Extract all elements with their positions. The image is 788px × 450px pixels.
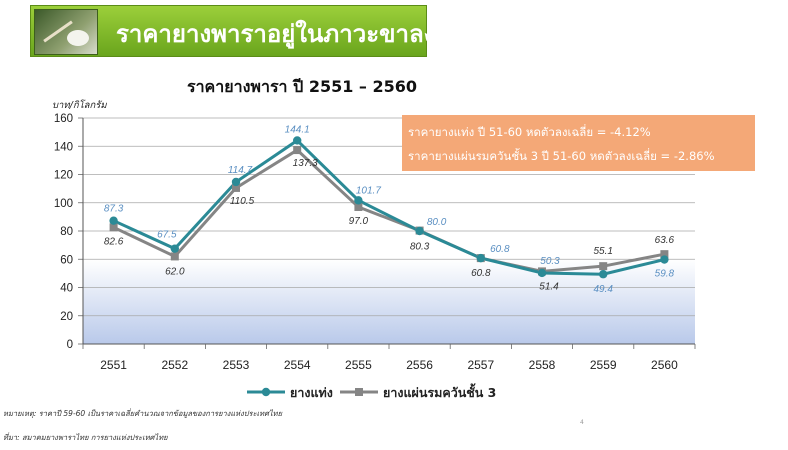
data-label-smoked-sheet: 62.0	[165, 266, 185, 277]
y-tick-label: 0	[67, 339, 73, 351]
data-point-smoked-sheet	[232, 183, 240, 192]
x-tick-label: 2559	[590, 358, 617, 372]
page-number: 4	[580, 419, 584, 426]
y-tick-label: 100	[54, 198, 73, 210]
x-tick-label: 2558	[529, 358, 556, 372]
data-label-smoked-sheet: 137.3	[293, 158, 318, 169]
data-point-block-rubber	[170, 244, 179, 253]
data-label-smoked-sheet: 63.6	[655, 235, 675, 246]
data-point-block-rubber	[109, 216, 118, 225]
data-point-smoked-sheet	[170, 252, 179, 261]
slide-title: ราคายางพาราอยู่ในภาวะขาลง	[116, 20, 436, 48]
data-label-block-rubber: 144.1	[285, 124, 310, 135]
data-label-block-rubber: 60.8	[490, 244, 510, 255]
legend-label-block-rubber: ยางแท่ง	[290, 385, 333, 400]
x-tick-label: 2555	[345, 358, 372, 372]
data-label-block-rubber: 80.0	[427, 217, 447, 228]
legend-marker-smoked-sheet	[355, 388, 363, 396]
data-label-block-rubber: 87.3	[104, 204, 124, 215]
y-tick-label: 60	[60, 254, 73, 266]
data-point-smoked-sheet	[109, 223, 118, 232]
data-point-block-rubber	[415, 226, 424, 236]
rubber-thumbnail-image	[34, 9, 98, 55]
data-point-smoked-sheet	[293, 146, 302, 155]
data-label-block-rubber: 114.7	[228, 165, 253, 176]
data-label-block-rubber: 50.3	[540, 256, 560, 267]
x-tick-label: 2553	[223, 358, 250, 372]
y-tick-label: 40	[60, 283, 73, 295]
decline-note-box: ราคายางแท่ง ปี 51-60 หดตัวลงเฉลี่ย = -4.…	[402, 115, 755, 171]
note-line-block-rubber: ราคายางแท่ง ปี 51-60 หดตัวลงเฉลี่ย = -4.…	[408, 125, 651, 139]
latex-cup-shape	[67, 30, 89, 46]
data-point-block-rubber	[293, 136, 302, 145]
data-point-smoked-sheet	[354, 202, 363, 211]
slide-header: ราคายางพาราอยู่ในภาวะขาลง	[30, 5, 435, 57]
data-point-block-rubber	[537, 268, 547, 278]
data-point-block-rubber	[660, 255, 669, 264]
y-tick-label: 120	[54, 170, 73, 182]
data-point-block-rubber	[231, 177, 241, 187]
data-label-block-rubber: 49.4	[593, 284, 613, 295]
data-label-block-rubber: 59.8	[655, 269, 675, 280]
data-point-block-rubber	[599, 270, 608, 279]
x-tick-label: 2552	[161, 358, 188, 372]
data-label-smoked-sheet: 60.8	[471, 268, 491, 279]
series-line-block-rubber	[112, 138, 665, 276]
x-tick-label: 2556	[406, 358, 433, 372]
data-label-smoked-sheet: 51.4	[539, 281, 559, 292]
data-label-smoked-sheet: 55.1	[593, 246, 612, 257]
x-tick-label: 2551	[100, 358, 127, 372]
y-tick-label: 80	[60, 226, 73, 238]
x-tick-label: 2554	[284, 358, 311, 372]
data-label-smoked-sheet: 110.5	[230, 196, 255, 207]
chart-title: ราคายางพารา ปี 2551 – 2560	[187, 77, 417, 96]
series-line-smoked-sheet	[112, 148, 665, 273]
data-point-block-rubber	[476, 253, 485, 263]
note-line-smoked-sheet: ราคายางแผ่นรมควันชั้น 3 ปี 51-60 หดตัวลง…	[408, 149, 715, 163]
footnote-source: ที่มา: สมาคมยางพาราไทย การยางแห่งประเทศไ…	[3, 433, 168, 442]
footnote-remark: หมายเหตุ: ราคาปี 59-60 เป็นราคาเฉลี่ยคำน…	[3, 409, 282, 418]
x-tick-label: 2557	[467, 358, 494, 372]
data-label-smoked-sheet: 80.3	[410, 242, 430, 253]
y-tick-label: 20	[60, 311, 73, 323]
y-tick-label: 160	[54, 113, 73, 125]
data-label-block-rubber: 101.7	[356, 185, 381, 196]
legend-marker-block-rubber	[261, 387, 271, 397]
data-point-smoked-sheet	[599, 262, 608, 271]
legend-label-smoked-sheet: ยางแผ่นรมควันชั้น 3	[383, 383, 496, 400]
data-label-block-rubber: 67.5	[157, 230, 177, 241]
data-label-smoked-sheet: 82.6	[104, 236, 124, 247]
data-point-smoked-sheet	[660, 250, 669, 259]
y-tick-label: 140	[54, 141, 73, 153]
y-axis-label: บาท/กิโลกรัม	[52, 99, 107, 111]
data-label-smoked-sheet: 97.0	[349, 216, 369, 227]
x-tick-label: 2560	[651, 358, 678, 372]
data-point-block-rubber	[354, 196, 363, 205]
